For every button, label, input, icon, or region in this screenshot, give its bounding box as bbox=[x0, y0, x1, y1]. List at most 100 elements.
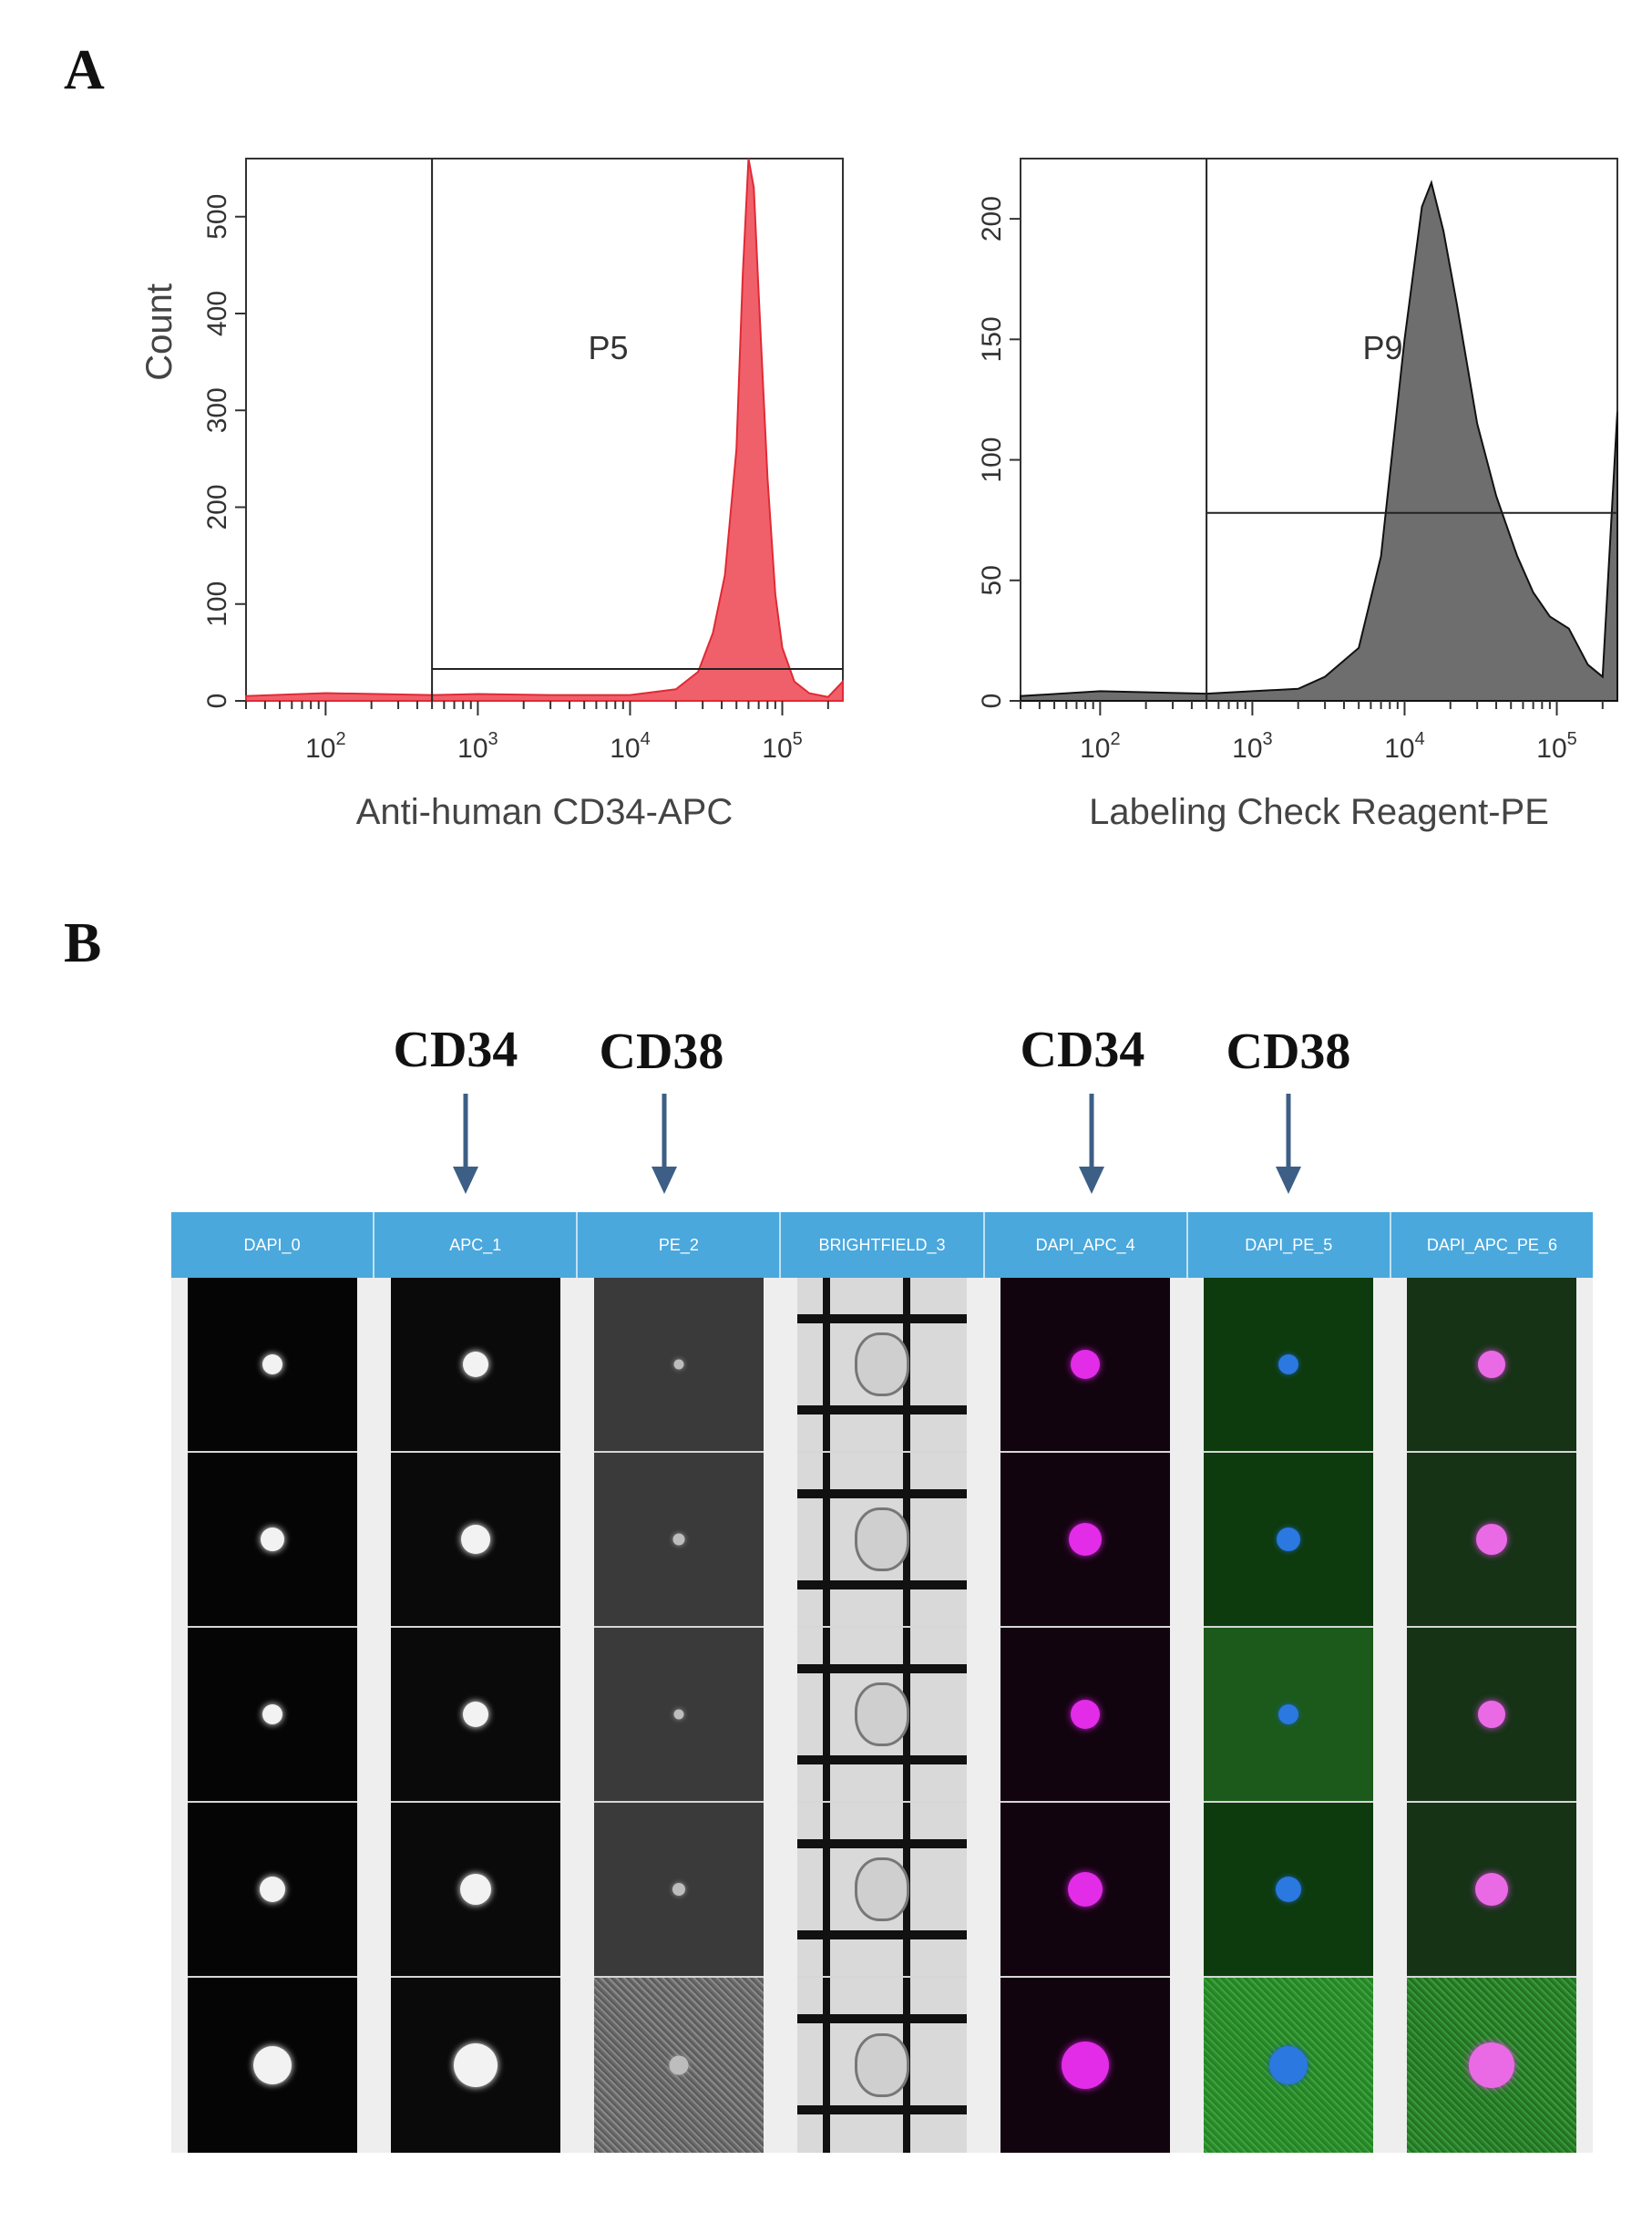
y-tick-label: 100 bbox=[202, 581, 232, 627]
cell-dot bbox=[1468, 2042, 1514, 2088]
cell-dot bbox=[1268, 2046, 1308, 2084]
column-header-dapi-pe-5: DAPI_PE_5 bbox=[1188, 1212, 1391, 1278]
cell-image-tile bbox=[594, 1278, 764, 1453]
cell-image-tile bbox=[797, 1278, 967, 1453]
cell-dot bbox=[1477, 1351, 1505, 1378]
cell-image-tile bbox=[391, 1453, 561, 1628]
cell-dot bbox=[1475, 1524, 1507, 1555]
x-tick-label: 105 bbox=[1536, 729, 1577, 764]
histogram-area bbox=[1020, 180, 1618, 702]
cell-image-tile bbox=[1203, 1453, 1373, 1628]
y-tick-label: 0 bbox=[977, 694, 1007, 709]
cell-image-tile bbox=[1000, 1453, 1170, 1628]
cell-dot bbox=[1275, 1877, 1301, 1902]
cell-dot bbox=[673, 1359, 684, 1370]
cell-dot bbox=[463, 1702, 489, 1727]
gate-label: P9 bbox=[1362, 329, 1402, 366]
y-tick-label: 200 bbox=[977, 196, 1007, 242]
marker-label-cd34-1: CD34 bbox=[393, 1022, 518, 1078]
column-header-pe-2: PE_2 bbox=[578, 1212, 782, 1278]
y-tick-label: 0 bbox=[202, 694, 232, 709]
cell-dot bbox=[463, 1352, 489, 1377]
y-tick-label: 400 bbox=[202, 291, 232, 336]
image-column-apc bbox=[375, 1278, 578, 2153]
cell-dot bbox=[1070, 1350, 1100, 1379]
x-axis-title: Labeling Check Reagent-PE bbox=[1089, 792, 1549, 832]
column-header-apc-1: APC_1 bbox=[375, 1212, 579, 1278]
x-tick-label: 103 bbox=[457, 729, 498, 764]
cell-image-tile bbox=[1406, 1453, 1576, 1628]
brightfield-cell bbox=[855, 1332, 909, 1396]
brightfield-cell bbox=[855, 1682, 909, 1746]
cell-image-tile bbox=[1000, 1278, 1170, 1453]
arrow-down-icon bbox=[1079, 1094, 1104, 1194]
x-tick-label: 104 bbox=[1384, 729, 1425, 764]
y-tick-label: 100 bbox=[977, 437, 1007, 483]
histogram-labeling-check-pe: P9 0 50 100 150 200 102 103 104 105 Labeling Check… bbox=[977, 158, 1618, 832]
cell-image-tile bbox=[391, 1803, 561, 1978]
image-column-dapi-apc-pe bbox=[1390, 1278, 1593, 2153]
cell-image-tile bbox=[1406, 1803, 1576, 1978]
cell-image-tile bbox=[1203, 1978, 1373, 2153]
cell-dot bbox=[672, 1533, 685, 1546]
cell-dot bbox=[1477, 1701, 1505, 1728]
y-tick-label: 200 bbox=[202, 484, 232, 530]
histogram-cd34-apc: P5 0 100 200 300 400 500 102 103 104 105 Anti-human… bbox=[139, 158, 844, 832]
cell-dot bbox=[253, 2046, 292, 2084]
brightfield-cell bbox=[855, 1507, 909, 1571]
panel-label-a: A bbox=[64, 39, 105, 101]
cell-dot bbox=[1070, 1700, 1100, 1729]
cell-dot bbox=[461, 1525, 491, 1554]
y-tick-label: 150 bbox=[977, 316, 1007, 362]
column-header-dapi-0: DAPI_0 bbox=[171, 1212, 375, 1278]
cell-image-tile bbox=[188, 1453, 358, 1628]
arrow-down-icon bbox=[453, 1094, 478, 1194]
cell-image-tile bbox=[1406, 1978, 1576, 2153]
cell-image-tile bbox=[797, 1978, 967, 2153]
cell-image-tile bbox=[1203, 1803, 1373, 1978]
cell-dot bbox=[1277, 1704, 1298, 1724]
column-header-brightfield-3: BRIGHTFIELD_3 bbox=[781, 1212, 985, 1278]
image-column-dapi-apc bbox=[983, 1278, 1186, 2153]
arrow-down-icon bbox=[1276, 1094, 1301, 1194]
image-column-dapi bbox=[171, 1278, 375, 2153]
cell-image-tile bbox=[391, 1278, 561, 1453]
cell-image-tile bbox=[1000, 1803, 1170, 1978]
cell-image-tile bbox=[1000, 1628, 1170, 1803]
cell-dot bbox=[262, 1704, 283, 1724]
gate-label: P5 bbox=[588, 329, 628, 366]
cell-image-tile bbox=[594, 1453, 764, 1628]
cell-dot bbox=[673, 1709, 684, 1720]
x-axis-title: Anti-human CD34-APC bbox=[356, 792, 734, 832]
cell-dot bbox=[262, 1354, 283, 1374]
cell-dot bbox=[1061, 2042, 1109, 2089]
cell-dot bbox=[454, 2043, 498, 2087]
cell-image-tile bbox=[797, 1803, 967, 1978]
cell-image-grid: DAPI_0 APC_1 PE_2 BRIGHTFIELD_3 DAPI_APC… bbox=[171, 1212, 1593, 2153]
cell-image-tile bbox=[594, 1803, 764, 1978]
grid-header: DAPI_0 APC_1 PE_2 BRIGHTFIELD_3 DAPI_APC… bbox=[171, 1212, 1593, 1278]
cell-dot bbox=[1068, 1523, 1102, 1556]
cell-dot bbox=[261, 1528, 285, 1551]
cell-image-tile bbox=[1406, 1278, 1576, 1453]
cell-image-tile bbox=[188, 1278, 358, 1453]
cell-dot bbox=[460, 1874, 492, 1905]
image-column-dapi-pe bbox=[1186, 1278, 1390, 2153]
image-column-pe bbox=[578, 1278, 781, 2153]
cell-image-tile bbox=[1406, 1628, 1576, 1803]
y-tick-label: 50 bbox=[977, 565, 1007, 595]
cell-image-tile bbox=[797, 1628, 967, 1803]
cell-dot bbox=[260, 1877, 286, 1902]
cell-dot bbox=[672, 1883, 686, 1896]
cell-dot bbox=[1067, 1872, 1103, 1907]
cell-image-tile bbox=[391, 1628, 561, 1803]
cell-image-tile bbox=[1000, 1978, 1170, 2153]
grid-body bbox=[171, 1278, 1593, 2153]
cell-dot bbox=[1277, 1354, 1298, 1374]
brightfield-cell bbox=[855, 1857, 909, 1921]
cell-image-tile bbox=[188, 1628, 358, 1803]
histogram-area bbox=[245, 158, 844, 702]
marker-label-cd34-2: CD34 bbox=[1020, 1022, 1145, 1078]
y-tick-label: 500 bbox=[202, 194, 232, 240]
y-tick-label: 300 bbox=[202, 387, 232, 433]
